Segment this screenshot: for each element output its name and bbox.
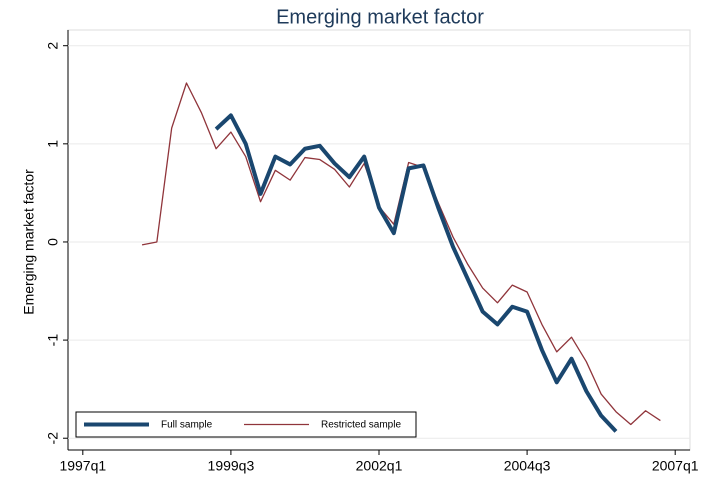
- x-tick-label: 1999q3: [208, 458, 255, 474]
- y-tick-label: 2: [45, 42, 61, 50]
- y-tick-label: 0: [45, 238, 61, 246]
- plot-area: [67, 29, 691, 451]
- y-tick-label: -2: [45, 432, 61, 445]
- legend-label: Full sample: [161, 420, 213, 431]
- legend-label: Restricted sample: [321, 420, 401, 431]
- line-series: [214, 113, 618, 433]
- x-tick-label: 2002q1: [356, 458, 403, 474]
- x-tick-label: 2004q3: [504, 458, 551, 474]
- y-tick-label: 1: [45, 140, 61, 148]
- x-tick-label: 2007q1: [652, 458, 699, 474]
- chart-title: Emerging market factor: [276, 6, 484, 28]
- y-tick-label: -1: [45, 334, 61, 347]
- x-tick-label: 1997q1: [59, 458, 106, 474]
- y-axis-label: Emerging market factor: [21, 169, 37, 315]
